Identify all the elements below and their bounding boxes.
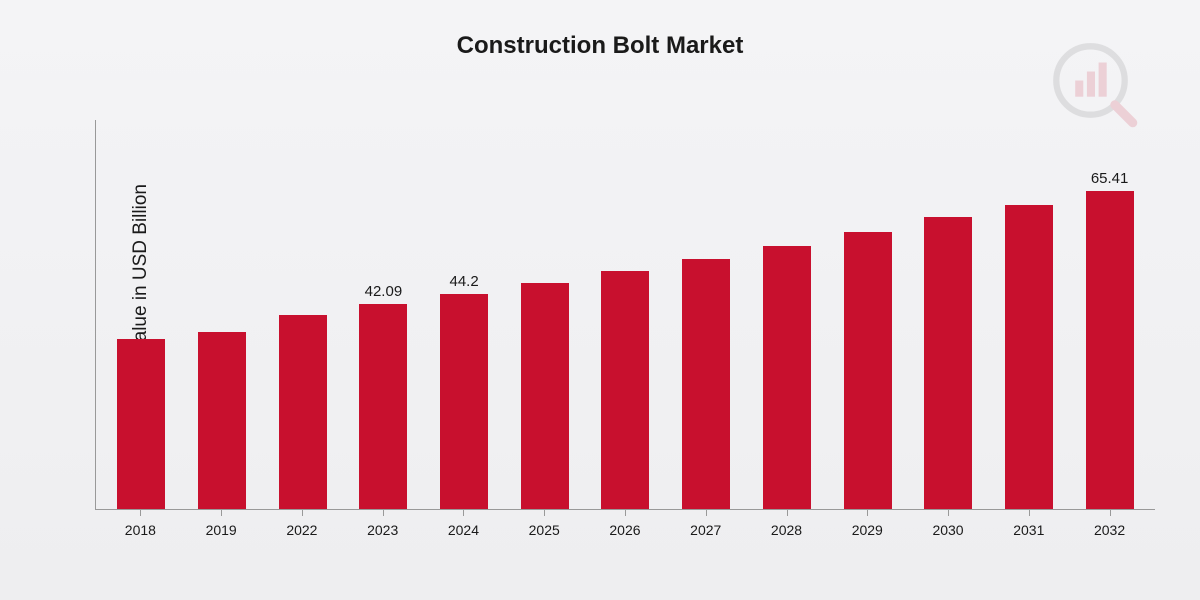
x-axis-label: 2026: [585, 510, 666, 550]
bar: [763, 246, 811, 509]
x-axis-labels: 2018201920222023202420252026202720282029…: [95, 510, 1155, 550]
x-axis-label: 2024: [423, 510, 504, 550]
x-axis-label: 2018: [100, 510, 181, 550]
bar-group: [504, 120, 585, 509]
bar-group: [827, 120, 908, 509]
bar-group: 42.09: [343, 120, 424, 509]
bar: [1005, 205, 1053, 509]
bars-wrap: 42.09 44.2 65.41: [96, 120, 1155, 509]
bar: [601, 271, 649, 509]
x-axis-label: 2032: [1069, 510, 1150, 550]
bar-group: [666, 120, 747, 509]
bar-group: [747, 120, 828, 509]
x-axis-label: 2030: [908, 510, 989, 550]
bar-value-label: 65.41: [1091, 170, 1129, 187]
x-axis-label: 2022: [262, 510, 343, 550]
bar-group: 65.41: [1069, 120, 1150, 509]
chart-container: 42.0944.265.41 2018201920222023202420252…: [90, 100, 1160, 550]
bar: [1086, 191, 1134, 509]
bar: [359, 304, 407, 509]
bar-group: [101, 120, 182, 509]
x-axis-label: 2027: [665, 510, 746, 550]
bar-group: [182, 120, 263, 509]
x-axis-label: 2031: [988, 510, 1069, 550]
x-axis-label: 2025: [504, 510, 585, 550]
bar: [279, 315, 327, 510]
bar: [924, 217, 972, 509]
bar: [198, 332, 246, 509]
bar: [682, 259, 730, 509]
bar-group: 44.2: [424, 120, 505, 509]
bar-group: [262, 120, 343, 509]
x-axis-label: 2019: [181, 510, 262, 550]
bar: [117, 339, 165, 509]
x-axis-label: 2023: [342, 510, 423, 550]
plot-area: 42.09 44.2 65.41: [95, 120, 1155, 510]
bar: [844, 232, 892, 509]
bar-value-label: 42.09: [365, 283, 403, 300]
bar-group: [908, 120, 989, 509]
chart-title: Construction Bolt Market: [0, 0, 1200, 60]
bar: [521, 283, 569, 509]
bar: [440, 294, 488, 509]
x-axis-label: 2029: [827, 510, 908, 550]
bar-value-label: 44.2: [449, 273, 478, 290]
bar-group: [989, 120, 1070, 509]
bar-group: [585, 120, 666, 509]
x-axis-label: 2028: [746, 510, 827, 550]
